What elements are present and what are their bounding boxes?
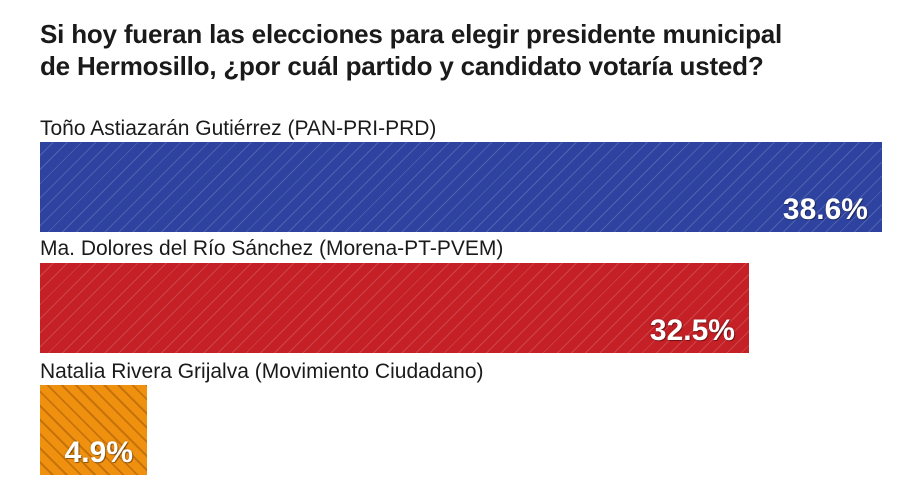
chart-title: Si hoy fueran las elecciones para elegir… bbox=[40, 18, 860, 82]
value-label-rivera: 4.9% bbox=[64, 436, 133, 469]
chart-title-line-2: de Hermosillo, ¿por cuál partido y candi… bbox=[40, 51, 764, 81]
category-label-del-rio: Ma. Dolores del Río Sánchez (Morena-PT-P… bbox=[40, 237, 504, 260]
chart-title-line-1: Si hoy fueran las elecciones para elegir… bbox=[40, 19, 783, 49]
bar-astiazaran: 38.6% bbox=[40, 142, 882, 232]
bar-del-rio: 32.5% bbox=[40, 263, 749, 353]
value-label-astiazaran: 38.6% bbox=[782, 193, 868, 226]
value-label-del-rio: 32.5% bbox=[649, 314, 735, 347]
bar-rivera: 4.9% bbox=[40, 385, 147, 475]
category-label-rivera: Natalia Rivera Grijalva (Movimiento Ciud… bbox=[40, 360, 484, 383]
category-label-astiazaran: Toño Astiazarán Gutiérrez (PAN-PRI-PRD) bbox=[40, 117, 437, 140]
